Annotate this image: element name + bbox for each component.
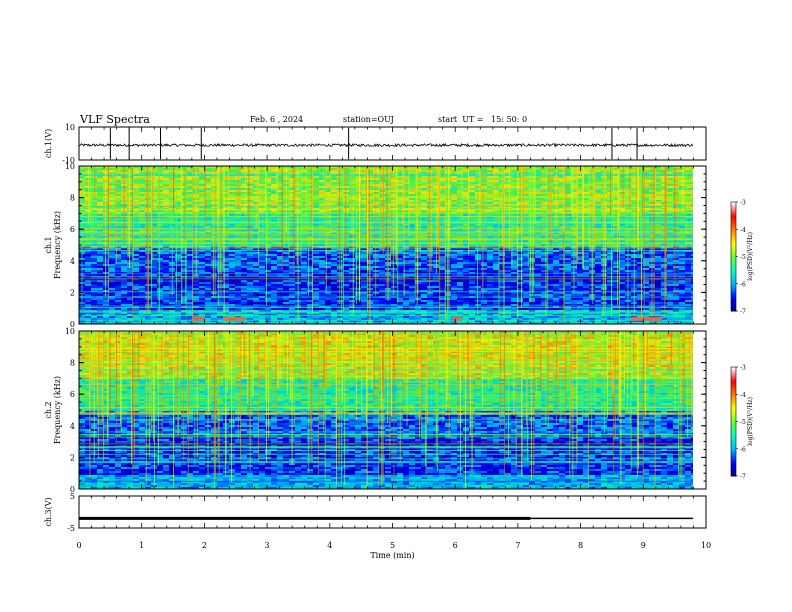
ch1-waveform-trace bbox=[78, 142, 693, 148]
y-tick-label: 2 bbox=[70, 453, 75, 462]
y-tick-label: 10 bbox=[65, 123, 75, 132]
ch1-waveform-panel: 10 -10 ch.1(V) bbox=[44, 123, 707, 165]
ch3-waveform-panel: 5 -5 ch.3(V) bbox=[44, 492, 707, 533]
y-tick-label: 0 bbox=[70, 320, 75, 329]
y-tick-label: 6 bbox=[70, 390, 75, 399]
x-tick-label: 7 bbox=[515, 541, 520, 550]
x-tick-label: 2 bbox=[202, 541, 207, 550]
ch1-spectrogram-panel-image bbox=[79, 166, 693, 324]
x-tick-label: 5 bbox=[390, 541, 395, 550]
y-tick-label: 0 bbox=[70, 485, 75, 494]
y-tick-label: 8 bbox=[70, 359, 75, 368]
y-tick-label: 5 bbox=[70, 492, 75, 501]
colorbar-tick-label: -4 bbox=[740, 392, 746, 399]
start-time-label: start UT = 15: 50: 0 bbox=[438, 115, 528, 124]
colorbar-tick-label: -3 bbox=[740, 365, 746, 372]
colorbar-tick-label: -3 bbox=[740, 200, 746, 207]
colorbar-tick-label: -5 bbox=[740, 254, 746, 261]
ch1-spectrogram-panel-colorbar-label: log(PSD)(V²/Hz) bbox=[747, 232, 754, 281]
colorbar-tick-label: -7 bbox=[740, 474, 746, 481]
ch1-spectrogram-panel: 0 2 4 6 8 10 ch.1 Frequency (kHz) -3 -4 -5 -6 -7 log(… bbox=[44, 162, 754, 329]
y-tick-label: -10 bbox=[62, 156, 75, 165]
y-tick-label: 10 bbox=[65, 162, 75, 171]
colorbar-tick-label: -4 bbox=[740, 227, 746, 234]
x-tick-label: 4 bbox=[327, 541, 332, 550]
y-tick-label: 6 bbox=[70, 225, 75, 234]
x-tick-label: 8 bbox=[578, 541, 583, 550]
ch1-spectrogram-panel-ylabel: ch.1 bbox=[44, 236, 53, 253]
y-tick-label: 4 bbox=[70, 422, 75, 431]
x-tick-label: 1 bbox=[139, 541, 144, 550]
ch3-waveform-panel-ylabel: ch.3(V) bbox=[44, 497, 53, 526]
x-tick-label: 10 bbox=[701, 541, 711, 550]
ch2-spectrogram-panel-ylabel-unit: Frequency (kHz) bbox=[53, 376, 62, 444]
colorbar-tick-label: -6 bbox=[740, 446, 746, 453]
station-label: station=OUJ bbox=[343, 115, 394, 124]
y-tick-label: 8 bbox=[70, 194, 75, 203]
ch2-spectrogram-panel-image bbox=[79, 331, 693, 489]
date-label: Feb. 6 , 2024 bbox=[250, 115, 304, 124]
y-tick-label: 2 bbox=[70, 288, 75, 297]
y-tick-label: 10 bbox=[65, 327, 75, 336]
ch2-spectrogram-panel-ylabel: ch.2 bbox=[44, 401, 53, 418]
x-tick-label: 6 bbox=[453, 541, 458, 550]
x-tick-label: 3 bbox=[265, 541, 270, 550]
ch2-spectrogram-panel-colorbar-label: log(PSD)(V²/Hz) bbox=[747, 397, 754, 446]
y-tick-label: 4 bbox=[70, 257, 75, 266]
ch2-spectrogram-panel: 0 2 4 6 8 10 ch.2 Frequency (kHz) -3 -4 -5 -6 -7 log(… bbox=[44, 327, 754, 494]
ch1-waveform-panel-ylabel: ch.1(V) bbox=[44, 129, 53, 158]
y-tick-label: -5 bbox=[67, 524, 75, 533]
x-tick-label: 9 bbox=[641, 541, 646, 550]
colorbar-tick-label: -5 bbox=[740, 419, 746, 426]
x-axis-label: Time (min) bbox=[370, 551, 414, 560]
plot-title: VLF Spectra bbox=[80, 113, 150, 126]
colorbar-tick-label: -6 bbox=[740, 281, 746, 288]
colorbar-tick-label: -7 bbox=[740, 309, 746, 316]
ch1-spectrogram-panel-ylabel-unit: Frequency (kHz) bbox=[53, 211, 62, 279]
x-tick-label: 0 bbox=[76, 541, 81, 550]
